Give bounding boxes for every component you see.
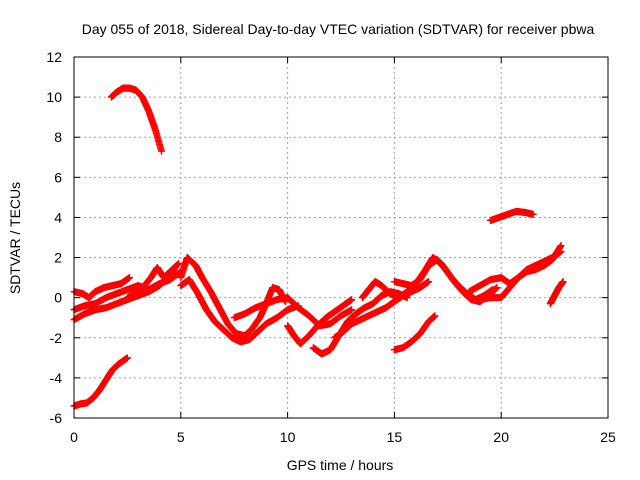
y-tick-label: 8 xyxy=(54,129,62,145)
y-tick-label: 2 xyxy=(54,250,62,266)
series-arc-1 xyxy=(107,84,166,155)
x-tick-label: 10 xyxy=(280,429,296,445)
chart-title: Day 055 of 2018, Sidereal Day-to-day VTE… xyxy=(82,21,595,37)
y-tick-label: -2 xyxy=(50,330,63,346)
series-arc-18 xyxy=(487,207,537,224)
data-point xyxy=(425,278,433,286)
data-point xyxy=(431,312,439,320)
data-point xyxy=(123,354,131,362)
data-series xyxy=(70,84,567,410)
series-arc-15 xyxy=(390,312,439,354)
y-tick-label: 6 xyxy=(54,169,62,185)
series-arc-19 xyxy=(546,278,567,308)
series-arc-9 xyxy=(230,294,356,330)
y-tick-label: 12 xyxy=(46,49,62,65)
data-point xyxy=(557,242,565,250)
grid xyxy=(74,57,608,418)
series-arc-10 xyxy=(284,296,356,348)
data-point xyxy=(529,210,537,218)
series-arc-17 xyxy=(476,248,565,304)
data-point xyxy=(348,296,356,304)
axes: 0 5 10 15 20 25 -6 -4 -2 0 2 4 6 8 10 12 xyxy=(46,49,616,445)
plot-border xyxy=(73,56,609,419)
series-arc-2 xyxy=(70,354,131,410)
series-arc-6 xyxy=(123,260,183,302)
data-point xyxy=(126,274,134,282)
data-point xyxy=(348,306,356,314)
y-axis-label: SDTVAR / TECUs xyxy=(7,182,23,294)
data-point xyxy=(559,278,567,286)
y-tick-label: 4 xyxy=(54,209,62,225)
y-tick-label: 10 xyxy=(46,89,62,105)
y-tick-label: -4 xyxy=(50,370,63,386)
data-point xyxy=(557,248,565,256)
x-tick-label: 0 xyxy=(70,429,78,445)
x-tick-label: 25 xyxy=(600,429,616,445)
data-point xyxy=(158,147,166,155)
x-axis-label: GPS time / hours xyxy=(287,457,394,473)
x-tick-label: 20 xyxy=(493,429,509,445)
series-arc-8 xyxy=(177,276,302,346)
y-tick-label: -6 xyxy=(50,410,63,426)
data-point xyxy=(493,284,501,292)
y-tick-label: 0 xyxy=(54,290,62,306)
x-tick-label: 15 xyxy=(387,429,403,445)
x-tick-label: 5 xyxy=(177,429,185,445)
series-arc-3 xyxy=(70,274,134,302)
data-point xyxy=(175,260,183,268)
